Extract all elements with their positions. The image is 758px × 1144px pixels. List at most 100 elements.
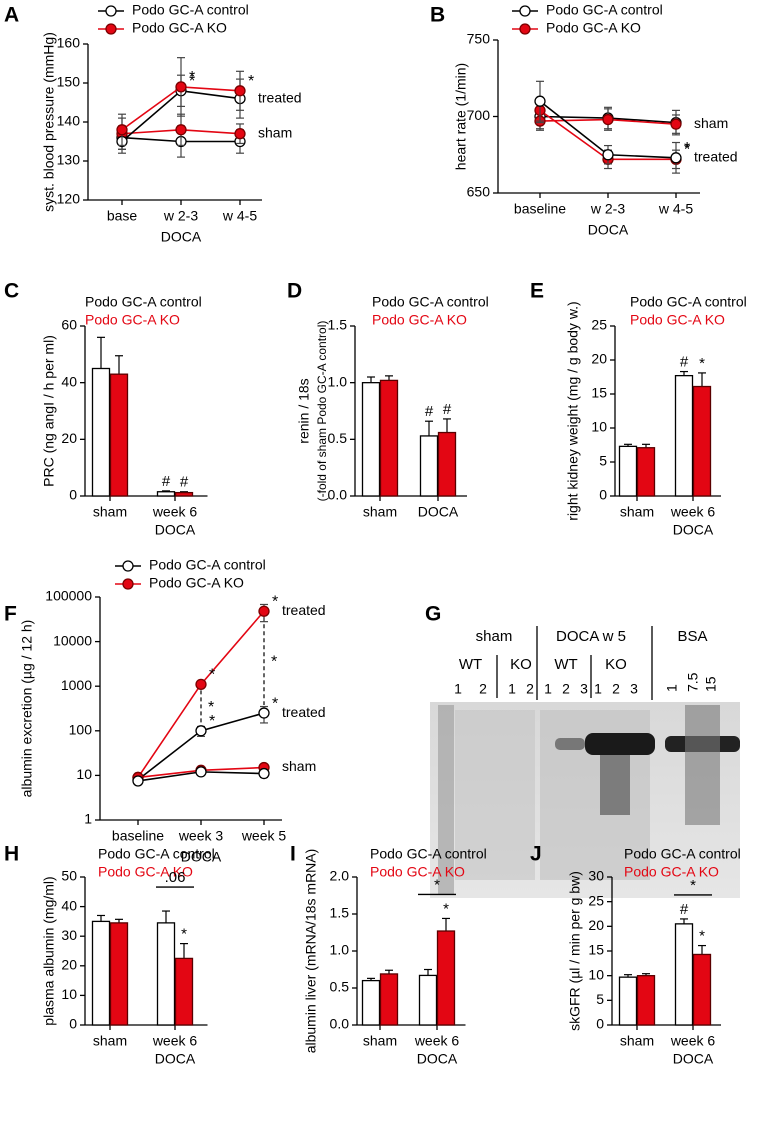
gel-smear <box>455 710 535 880</box>
data-point <box>258 605 270 617</box>
significance-label: # <box>680 901 689 918</box>
bar <box>109 922 129 1026</box>
y-tick-label: 10000 <box>53 632 92 648</box>
gel-lane-label: 1 <box>544 681 552 697</box>
gel-subgroup-label: KO <box>605 656 627 673</box>
y-tick-label: 10 <box>588 966 604 982</box>
y-tick-label: 700 <box>467 107 491 123</box>
significance-label: # <box>680 354 689 371</box>
x-tick-label: w 4-5 <box>658 201 693 217</box>
gel-lane-label: 2 <box>612 681 620 697</box>
y-tick-label: 0 <box>69 487 77 503</box>
y-tick-label: 10 <box>591 419 607 435</box>
gel-group-label: sham <box>476 628 513 645</box>
legend-label: Podo GC-A control <box>624 846 741 862</box>
bar <box>379 973 399 1026</box>
x-axis-label: DOCA <box>673 1051 714 1067</box>
y-tick-label: 20 <box>61 430 77 446</box>
bar <box>636 447 656 497</box>
gel-lane-label: 3 <box>580 681 588 697</box>
data-point <box>195 766 207 778</box>
y-tick-label: 650 <box>467 184 491 200</box>
data-point <box>670 152 682 164</box>
y-axis-label: renin / 18s <box>296 378 312 443</box>
gel-lane-label: 1 <box>594 681 602 697</box>
x-tick-label: sham <box>93 1033 127 1049</box>
data-point <box>175 81 187 93</box>
legend-marker <box>519 23 531 35</box>
gel-image <box>430 702 740 898</box>
series-label: treated <box>282 602 326 618</box>
y-tick-label: 1000 <box>61 677 92 693</box>
bar <box>674 374 694 497</box>
legend-label: Podo GC-A KO <box>546 20 641 36</box>
significance-label: * <box>189 69 195 86</box>
bracket-label: * <box>434 876 440 893</box>
y-tick-label: 150 <box>57 74 81 90</box>
x-tick-label: sham <box>620 504 654 520</box>
legend-label: Podo GC-A control <box>546 2 663 18</box>
x-axis-label: DOCA <box>673 522 714 538</box>
gel-band <box>585 733 655 755</box>
y-tick-label: 25 <box>591 317 607 333</box>
gel-lane-label: 1 <box>508 681 516 697</box>
x-tick-label: baseline <box>514 201 566 217</box>
gel-group-label: BSA <box>677 628 707 645</box>
legend-label: Podo GC-A control <box>372 294 489 310</box>
x-tick-label: w 2-3 <box>163 208 198 224</box>
series-label: sham <box>282 758 316 774</box>
gel-lane-label: 15 <box>703 676 719 692</box>
x-tick-label: week 6 <box>152 1033 198 1049</box>
y-tick-label: 0.5 <box>328 430 348 446</box>
legend-label: Podo GC-A control <box>132 2 249 18</box>
y-tick-label: 50 <box>61 868 77 884</box>
y-tick-label: 1 <box>84 811 92 827</box>
data-point <box>258 767 270 780</box>
gel-lane-label: 2 <box>562 681 570 697</box>
bar <box>436 930 456 1026</box>
legend-label: Podo GC-A KO <box>98 864 193 880</box>
significance-label: # <box>162 473 171 490</box>
legend-label: Podo GC-A KO <box>85 312 180 328</box>
significance-label: # <box>443 401 452 418</box>
y-tick-label: 10 <box>61 986 77 1002</box>
significance-label: * <box>699 355 705 372</box>
y-tick-label: 1.5 <box>330 905 350 921</box>
y-axis-label: right kidney weight (mg / g body w.) <box>565 301 581 520</box>
gel-lane-label: 2 <box>526 681 534 697</box>
bracket-label: .06 <box>165 869 186 886</box>
series-label: treated <box>694 149 738 165</box>
legend-label: Podo GC-A KO <box>149 575 244 591</box>
y-tick-label: 0 <box>596 1016 604 1032</box>
x-tick-label: w 2-3 <box>590 201 625 217</box>
y-tick-label: 5 <box>599 453 607 469</box>
panel-letter: D <box>287 280 302 303</box>
x-tick-label: sham <box>363 1033 397 1049</box>
x-tick-label: week 3 <box>178 828 224 844</box>
data-point <box>195 725 207 737</box>
panel-letter: C <box>4 280 19 303</box>
bar <box>109 373 129 497</box>
y-tick-label: 20 <box>591 351 607 367</box>
legend-label: Podo GC-A KO <box>372 312 467 328</box>
panel-letter: F <box>4 603 17 626</box>
x-tick-label: w 4-5 <box>222 208 257 224</box>
panel-letter: J <box>530 843 542 866</box>
x-axis-label: DOCA <box>155 1051 196 1067</box>
bar <box>419 435 439 497</box>
bar <box>418 974 438 1026</box>
y-tick-label: 20 <box>61 957 77 973</box>
y-tick-label: 120 <box>57 191 81 207</box>
x-tick-label: week 6 <box>670 504 716 520</box>
x-axis-label: DOCA <box>588 222 629 238</box>
x-tick-label: baseline <box>112 828 164 844</box>
y-tick-label: 25 <box>588 892 604 908</box>
series-label: treated <box>258 89 302 105</box>
y-axis-label: PRC (ng angI / h per ml) <box>41 335 57 487</box>
gel-subgroup-label: KO <box>510 656 532 673</box>
series-label: treated <box>282 704 326 720</box>
y-tick-label: 15 <box>591 385 607 401</box>
bar <box>174 957 194 1026</box>
